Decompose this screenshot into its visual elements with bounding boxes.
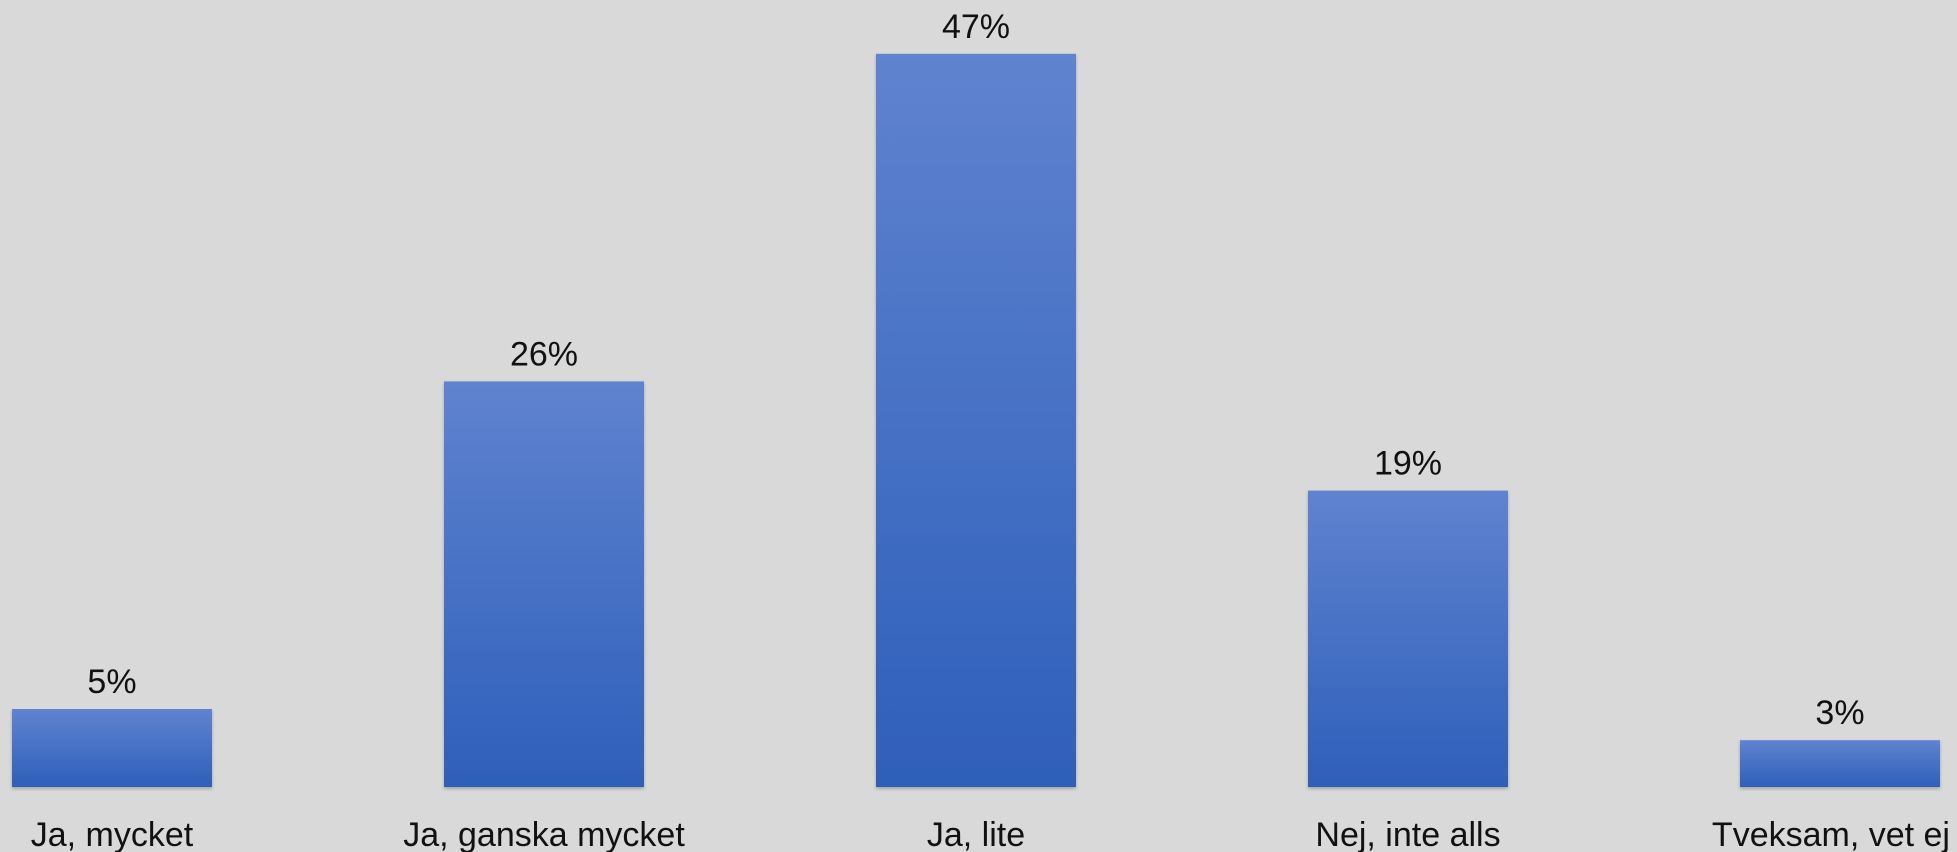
- value-label-0: 5%: [87, 663, 136, 701]
- bar-1: [444, 381, 644, 787]
- value-label-4: 3%: [1815, 694, 1864, 732]
- bars-group: [12, 53, 1940, 788]
- category-label-4: Tveksam, vet ej: [1712, 816, 1950, 852]
- bar-2: [876, 53, 1076, 788]
- category-label-2: Ja, lite: [927, 816, 1025, 852]
- category-label-1: Ja, ganska mycket: [403, 816, 685, 852]
- value-label-2: 47%: [942, 8, 1010, 46]
- category-label-0: Ja, mycket: [31, 816, 194, 852]
- value-label-3: 19%: [1374, 445, 1442, 483]
- category-labels-group: Ja, mycket Ja, ganska mycket Ja, lite Nej, …: [31, 816, 1950, 852]
- category-label-3: Nej, inte alls: [1315, 816, 1500, 852]
- bar-3: [1308, 490, 1508, 787]
- bar-0: [12, 709, 212, 787]
- value-labels-group: 5% 26% 47% 19% 3%: [87, 8, 1864, 732]
- bar-4: [1740, 740, 1940, 787]
- value-label-1: 26%: [510, 335, 578, 373]
